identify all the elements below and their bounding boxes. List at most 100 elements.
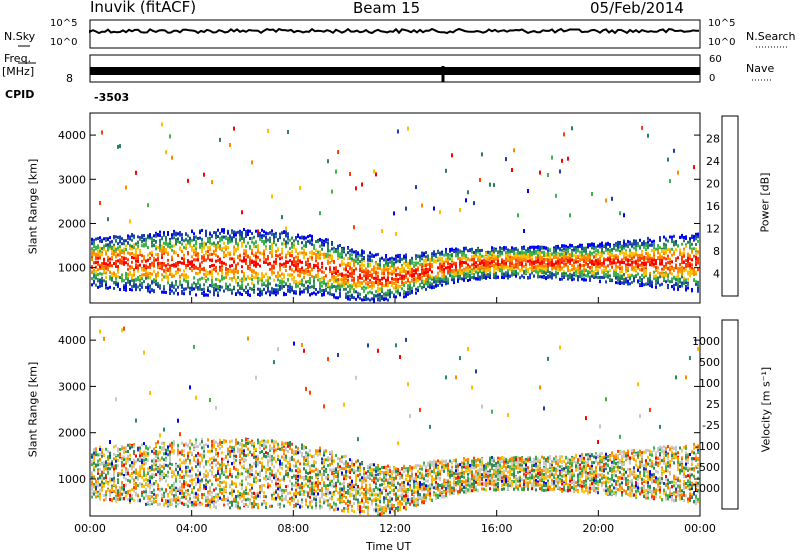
heatmap-cell (641, 243, 643, 247)
heatmap-cell (349, 297, 351, 301)
heatmap-cell (593, 246, 595, 250)
heatmap-cell (415, 279, 417, 283)
heatmap-cell (485, 269, 487, 273)
heatmap-cell (653, 258, 655, 262)
heatmap-cell (387, 290, 389, 294)
heatmap-cell (91, 270, 93, 274)
heatmap-cell (501, 272, 503, 276)
heatmap-cell (119, 248, 121, 252)
heatmap-cell (373, 281, 375, 285)
heatmap-cell (563, 264, 565, 268)
heatmap-cell (133, 268, 135, 271)
heatmap-cell (129, 279, 131, 283)
heatmap-cell (419, 263, 421, 267)
heatmap-cell (469, 270, 471, 274)
heatmap-cell (121, 251, 123, 254)
heatmap-cell (491, 249, 493, 253)
heatmap-cell (589, 278, 591, 282)
heatmap-cell (173, 274, 175, 278)
heatmap-cell (333, 295, 335, 299)
heatmap-cell (159, 248, 161, 252)
heatmap-cell (389, 281, 391, 285)
heatmap-cell (409, 286, 411, 290)
heatmap-cell (383, 258, 385, 262)
heatmap-cell (95, 237, 97, 241)
heatmap-cell (507, 276, 509, 280)
heatmap-cell (479, 255, 481, 259)
heatmap-cell (241, 287, 243, 291)
heatmap-cell (663, 277, 665, 281)
heatmap-cell (245, 252, 247, 256)
heatmap-cell (437, 277, 439, 281)
heatmap-cell (309, 251, 311, 255)
heatmap-cell (279, 257, 281, 261)
heatmap-cell (247, 233, 249, 237)
heatmap-cell (347, 251, 349, 255)
heatmap-cell (363, 274, 365, 278)
heatmap-cell (345, 268, 347, 272)
heatmap-cell (393, 266, 395, 270)
heatmap-cell (257, 250, 259, 254)
heatmap-cell (655, 262, 657, 266)
heatmap-cell (359, 276, 361, 280)
heatmap-cell (617, 255, 619, 259)
heatmap-cell (185, 287, 187, 291)
heatmap-cell (673, 267, 675, 271)
heatmap-cell (489, 268, 491, 272)
heatmap-cell (691, 250, 693, 254)
heatmap-cell (419, 273, 421, 277)
heatmap-cell (237, 269, 239, 273)
heatmap-cell (153, 269, 155, 273)
heatmap-cell (295, 267, 297, 271)
heatmap-cell (121, 259, 123, 263)
heatmap-cell (239, 286, 241, 290)
heatmap-cell (317, 266, 319, 269)
heatmap-cell (535, 257, 537, 261)
heatmap-cell (687, 286, 689, 290)
heatmap-cell (513, 270, 515, 274)
heatmap-cell (659, 283, 661, 287)
heatmap-cell (203, 272, 205, 276)
heatmap-cell (171, 275, 173, 279)
heatmap-cell (195, 235, 197, 239)
heatmap-cell (517, 272, 519, 276)
heatmap-cell (105, 244, 107, 247)
heatmap-cell (211, 259, 213, 263)
heatmap-cell (491, 246, 493, 250)
heatmap-cell (395, 268, 397, 272)
heatmap-cell (561, 259, 563, 263)
heatmap-cell (543, 260, 545, 264)
heatmap-cell (125, 239, 127, 243)
heatmap-cell (291, 273, 293, 277)
heatmap-cell (213, 287, 215, 291)
heatmap-cell (543, 245, 545, 249)
heatmap-cell (481, 276, 483, 280)
heatmap-cell (637, 262, 639, 266)
heatmap-cell (595, 253, 597, 257)
heatmap-cell (585, 257, 587, 261)
heatmap-cell (439, 210, 441, 215)
heatmap-cell (349, 254, 351, 258)
heatmap-cell (525, 252, 527, 256)
heatmap-cell (169, 245, 171, 249)
heatmap-cell (369, 274, 371, 277)
heatmap-cell (105, 271, 107, 275)
heatmap-cell (517, 258, 519, 262)
heatmap-cell (337, 279, 339, 283)
heatmap-cell (331, 285, 333, 289)
heatmap-cell (165, 290, 167, 294)
heatmap-cell (325, 288, 327, 292)
heatmap-cell (343, 249, 345, 252)
heatmap-cell (531, 265, 533, 269)
heatmap-cell (395, 277, 397, 281)
heatmap-cell (239, 233, 241, 237)
heatmap-cell (343, 246, 345, 250)
heatmap-cell (259, 231, 261, 235)
heatmap-cell (287, 235, 289, 239)
heatmap-cell (203, 287, 205, 291)
heatmap-cell (593, 260, 595, 264)
heatmap-cell (655, 268, 657, 272)
heatmap-cell (649, 271, 651, 275)
heatmap-cell (435, 275, 437, 279)
heatmap-cell (313, 263, 315, 267)
